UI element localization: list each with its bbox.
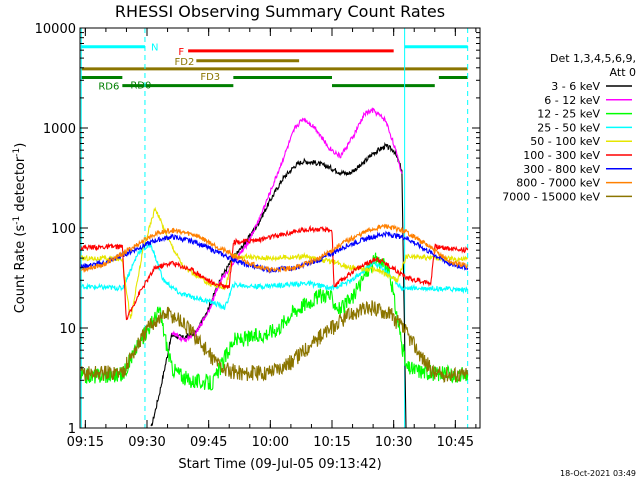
legend-header-attenuator: Att 0 <box>610 66 636 79</box>
chart-title: RHESSI Observing Summary Count Rates <box>115 2 445 21</box>
y-axis-label-part1: Count Rate (s <box>13 225 28 314</box>
flag-label-fd3: FD3 <box>200 72 220 83</box>
y-tick-label: 100 <box>51 222 76 237</box>
x-tick-label: 09:30 <box>128 435 165 450</box>
footer-date: 18-Oct-2021 03:49 <box>560 469 636 478</box>
legend-label: 7000 - 15000 keV <box>502 190 600 203</box>
series-line-4 <box>80 206 469 319</box>
series-line-6 <box>80 230 469 274</box>
x-tick-label: 10:00 <box>252 435 289 450</box>
legend-label: 12 - 25 keV <box>537 108 600 121</box>
series-line-3 <box>80 242 469 311</box>
flag-label-rd6: RD6 <box>98 82 119 93</box>
series-line-7 <box>81 223 469 274</box>
series-line-5 <box>80 224 469 321</box>
y-axis-label-sup2: -1 <box>12 148 22 157</box>
legend-label: 25 - 50 keV <box>537 121 600 134</box>
series-line-1 <box>171 106 403 343</box>
y-axis-label-part2: detector <box>13 156 28 216</box>
x-tick-label: 09:45 <box>190 435 227 450</box>
legend-label: 300 - 800 keV <box>523 163 600 176</box>
axes: 09:15 09:30 09:45 10:00 10:15 10:30 10:45 1 10 10… <box>35 22 480 450</box>
legend-label: 100 - 300 keV <box>523 149 600 162</box>
series-line-8 <box>80 300 469 383</box>
x-axis-label: Start Time (09-Jul-05 09:13:42) <box>178 457 381 472</box>
flag-label-fd2: FD2 <box>175 57 195 68</box>
series-line-2 <box>80 252 469 391</box>
x-tick-label: 10:30 <box>375 435 412 450</box>
flag-label-f: F <box>178 47 184 58</box>
plot-series <box>80 106 469 429</box>
legend-header-detectors: Det 1,3,4,5,6,9, <box>550 52 636 65</box>
y-tick-label: 1000 <box>43 122 76 137</box>
y-axis-label: Count Rate (s-1 detector-1) <box>12 143 28 314</box>
y-tick-label: 10000 <box>35 22 76 37</box>
y-tick-label: 10 <box>59 322 76 337</box>
x-tick-label: 10:15 <box>313 435 350 450</box>
legend-label: 3 - 6 keV <box>551 80 600 93</box>
legend-label: 6 - 12 keV <box>544 94 600 107</box>
observing-flags: NFFD2FD3RD0RD6 <box>81 43 468 93</box>
flag-label-n: N <box>151 43 158 54</box>
x-tick-label: 09:15 <box>67 435 104 450</box>
legend-label: 50 - 100 keV <box>530 135 600 148</box>
legend-label: 800 - 7000 keV <box>516 177 600 190</box>
y-axis-label-part3: ) <box>13 143 28 148</box>
y-axis-label-sup: -1 <box>12 216 22 225</box>
x-tick-label: 10:45 <box>437 435 474 450</box>
y-tick-label: 1 <box>68 422 76 437</box>
